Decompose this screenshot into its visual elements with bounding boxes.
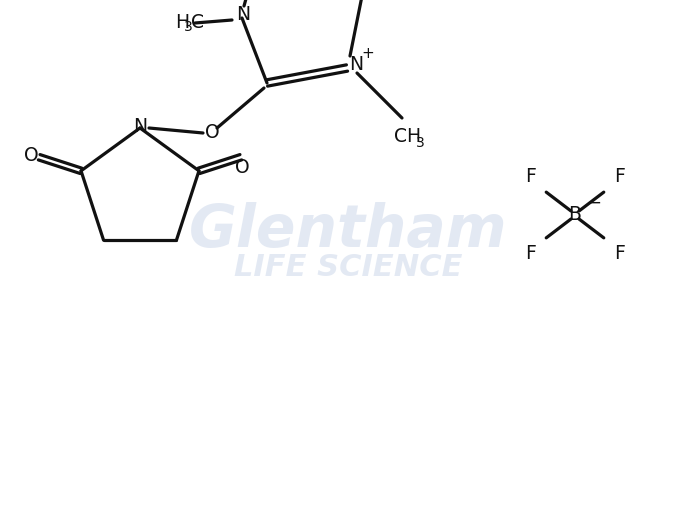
Text: F: F xyxy=(525,166,536,186)
Text: 3: 3 xyxy=(184,20,193,34)
Text: −: − xyxy=(587,194,601,212)
Text: F: F xyxy=(615,166,625,186)
Text: N: N xyxy=(349,56,363,74)
Text: C: C xyxy=(191,14,204,32)
Text: +: + xyxy=(361,46,374,61)
Text: Glentham: Glentham xyxy=(189,201,507,258)
Text: O: O xyxy=(205,123,219,142)
Text: F: F xyxy=(615,244,625,263)
Text: CH: CH xyxy=(394,127,421,147)
Text: LIFE SCIENCE: LIFE SCIENCE xyxy=(234,253,462,282)
Text: H: H xyxy=(175,14,189,32)
Text: O: O xyxy=(24,146,38,165)
Text: N: N xyxy=(133,116,147,136)
Text: F: F xyxy=(525,244,536,263)
Text: N: N xyxy=(236,6,250,24)
Text: O: O xyxy=(235,158,250,177)
Text: B: B xyxy=(569,205,581,225)
Text: 3: 3 xyxy=(416,136,425,150)
